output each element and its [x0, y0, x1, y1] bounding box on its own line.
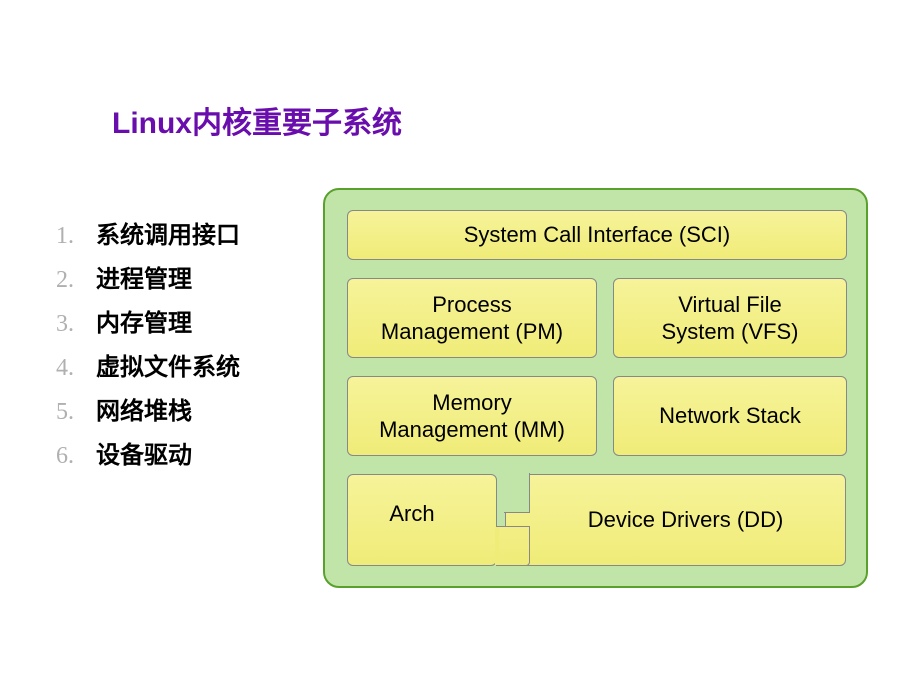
page-title: Linux内核重要子系统	[112, 98, 402, 142]
box-label: Device Drivers (DD)	[588, 506, 784, 534]
box-net: Network Stack	[613, 376, 847, 456]
box-mm: Memory Management (MM)	[347, 376, 597, 456]
box-label: Arch	[389, 500, 434, 528]
box-dd: Device Drivers (DD)	[505, 474, 846, 566]
list-item: 虚拟文件系统	[56, 346, 240, 390]
box-label: Virtual File System (VFS)	[662, 291, 799, 346]
interlock-tab	[496, 526, 530, 566]
box-arch: Arch	[347, 474, 497, 566]
kernel-diagram: System Call Interface (SCI) Process Mana…	[323, 188, 868, 588]
box-label: Process Management (PM)	[381, 291, 563, 346]
interlock-cover	[495, 527, 499, 565]
box-pm: Process Management (PM)	[347, 278, 597, 358]
list-item: 系统调用接口	[56, 214, 240, 258]
list-item: 设备驱动	[56, 434, 240, 478]
box-sci: System Call Interface (SCI)	[347, 210, 847, 260]
dd-notch	[504, 473, 530, 513]
box-label: Network Stack	[659, 402, 801, 430]
box-label: System Call Interface (SCI)	[464, 221, 731, 249]
subsystem-list: 系统调用接口 进程管理 内存管理 虚拟文件系统 网络堆栈 设备驱动	[56, 214, 240, 478]
list-item: 进程管理	[56, 258, 240, 302]
box-vfs: Virtual File System (VFS)	[613, 278, 847, 358]
list-item: 网络堆栈	[56, 390, 240, 434]
list-item: 内存管理	[56, 302, 240, 346]
box-label: Memory Management (MM)	[379, 389, 565, 444]
